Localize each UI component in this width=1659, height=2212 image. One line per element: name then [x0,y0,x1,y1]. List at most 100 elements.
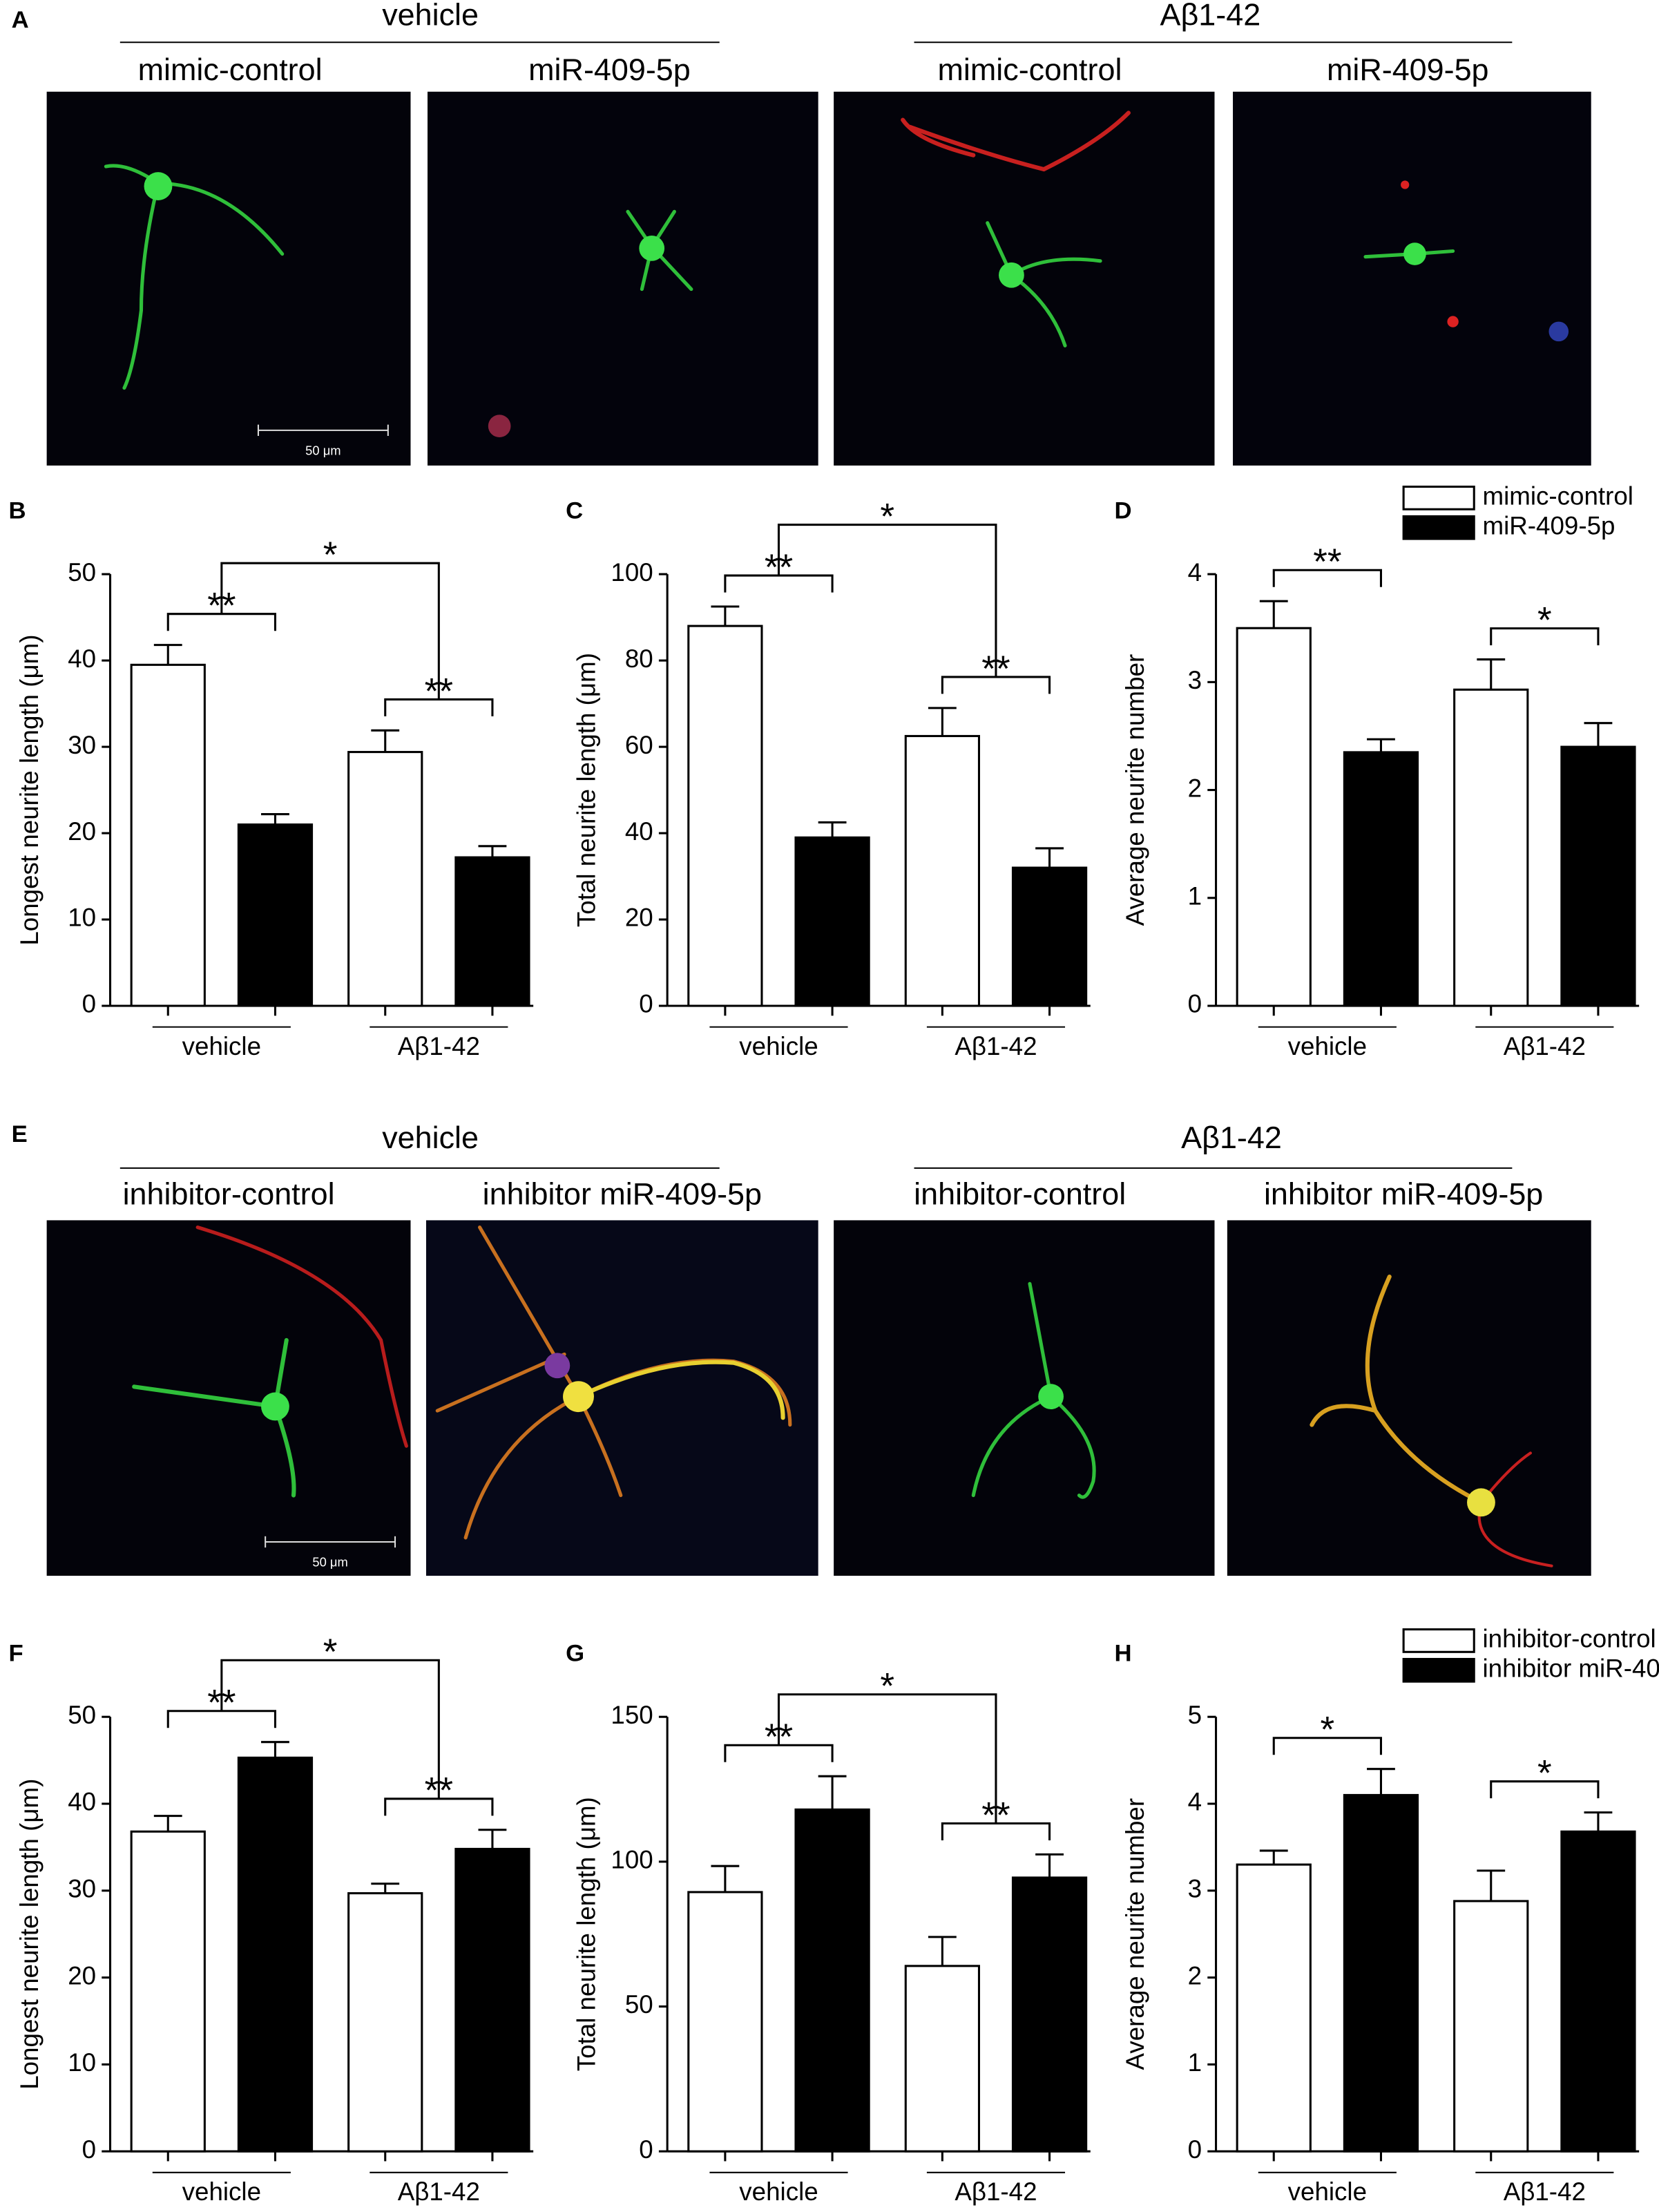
significance-label: * [880,496,894,537]
legend-label: inhibitor miR-409-5p [1482,1655,1659,1683]
y-tick-label: 20 [68,1961,96,1990]
y-tick-label: 50 [625,1990,653,2019]
condition-label: inhibitor miR-409-5p [1264,1176,1543,1212]
y-axis-label: Longest neurite length (μm) [15,1779,44,2090]
micrograph [425,1220,818,1576]
bar [1560,1830,1636,2153]
bar [1453,1900,1529,2153]
bar [454,856,530,1007]
legend-swatch [1402,515,1475,540]
y-tick-label: 1 [1188,881,1202,910]
significance-label: * [880,1666,894,1707]
bar [794,1808,870,2153]
y-tick-label: 50 [68,1701,96,1729]
y-tick-label: 40 [625,817,653,846]
micrograph: 50 μm [46,91,411,466]
bar [1236,1863,1312,2153]
y-tick-label: 40 [68,1788,96,1816]
bar [130,1830,206,2153]
significance-bracket [220,1659,440,1799]
bar [687,1891,763,2153]
legend-swatch [1402,485,1475,511]
panel-letter: H [1115,1641,1132,1667]
y-tick-label: 0 [639,990,653,1018]
bar [1453,688,1529,1007]
y-tick-label: 50 [68,558,96,587]
y-tick-label: 40 [68,645,96,673]
y-axis-label: Longest neurite length (μm) [15,634,44,945]
significance-bracket [777,1693,997,1824]
bar [130,663,206,1007]
micrograph [1227,1220,1591,1576]
y-tick-label: 150 [611,1701,653,1729]
micrograph [834,91,1215,466]
y-tick-label: 0 [1188,990,1202,1018]
bar [1236,627,1312,1007]
bar [687,624,763,1007]
x-tick-label: Aβ1-42 [1504,2177,1586,2206]
group-label: vehicle [382,1120,479,1155]
bar [1011,1876,1088,2153]
x-tick-label: Aβ1-42 [955,2177,1037,2206]
significance-label: * [1537,600,1552,640]
micrograph: 50 μm [46,1220,411,1576]
significance-bracket [1490,1780,1600,1799]
panel-letter: E [12,1121,28,1147]
panel-letter: D [1115,497,1132,524]
scale-bar-label: 50 μm [312,1554,347,1569]
y-tick-label: 100 [611,558,653,587]
y-tick-label: 20 [68,817,96,846]
y-axis-label: Average neurite number [1121,1798,1149,2070]
micrograph [428,91,818,466]
y-tick-label: 2 [1188,1961,1202,1990]
y-tick-label: 0 [82,2135,96,2164]
panel-letter: C [566,497,583,524]
significance-label: * [323,535,338,575]
condition-label: mimic-control [937,52,1122,87]
legend-label: mimic-control [1482,482,1633,511]
condition-label: miR-409-5p [1327,52,1489,87]
x-tick-label: vehicle [182,2177,261,2206]
significance-bracket [384,1798,494,1816]
x-tick-label: vehicle [182,1032,261,1060]
group-label: Aβ1-42 [1181,1120,1282,1155]
y-axis-label: Total neurite length (μm) [573,1797,601,2071]
x-tick-label: Aβ1-42 [1504,1032,1586,1060]
significance-label: ** [1313,542,1341,582]
bar [1343,1793,1419,2153]
micrograph [1233,91,1591,466]
panel-letter: B [9,497,26,524]
bar [347,1892,423,2153]
x-tick-label: Aβ1-42 [955,1032,1037,1060]
x-tick-label: Aβ1-42 [398,1032,480,1060]
condition-label: mimic-control [138,52,323,87]
y-tick-label: 30 [68,731,96,759]
y-tick-label: 3 [1188,666,1202,694]
y-tick-label: 3 [1188,1875,1202,1903]
significance-bracket [1272,569,1382,587]
bar [904,1965,980,2153]
legend-label: miR-409-5p [1482,511,1615,540]
y-tick-label: 80 [625,645,653,673]
condition-label: inhibitor miR-409-5p [483,1176,762,1212]
significance-bracket [941,676,1051,694]
group-label: vehicle [382,0,479,32]
y-tick-label: 30 [68,1875,96,1903]
condition-label: miR-409-5p [528,52,691,87]
bar [237,823,314,1007]
y-tick-label: 100 [611,1846,653,1874]
y-tick-label: 2 [1188,774,1202,802]
y-axis-label: Average neurite number [1121,654,1149,926]
y-tick-label: 0 [639,2135,653,2164]
y-tick-label: 4 [1188,558,1202,587]
group-label: Aβ1-42 [1160,0,1261,32]
x-tick-label: vehicle [739,2177,818,2206]
significance-label: * [1537,1753,1552,1794]
condition-label: inhibitor-control [914,1176,1126,1212]
x-tick-label: vehicle [1288,2177,1367,2206]
panel-letter: A [12,7,29,33]
bar [347,751,423,1007]
micrograph [834,1220,1215,1576]
